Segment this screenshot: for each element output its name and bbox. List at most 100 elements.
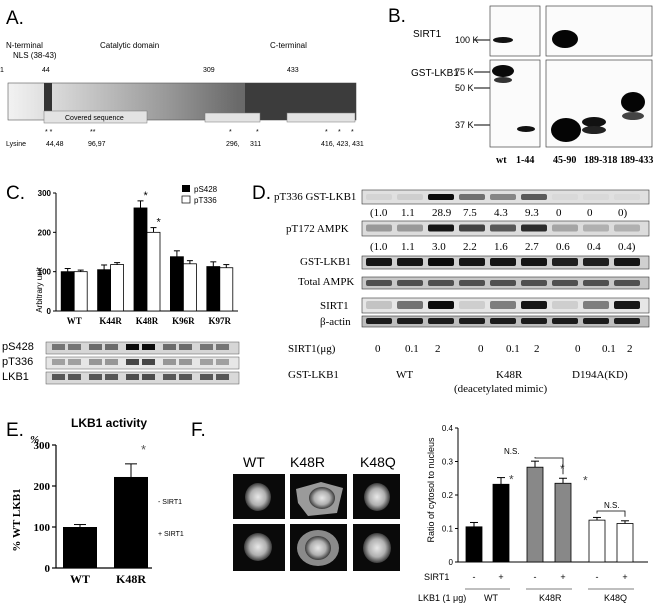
blot-band [163,359,176,365]
y-tick-label: 0.3 [442,458,454,467]
lysine-416-431: 416, 423, 431 [321,141,364,148]
covered-segment-3 [286,112,356,123]
band [621,92,645,112]
blot-band [459,224,485,232]
blot-band [614,194,640,200]
percent-sign: % [30,434,39,446]
minus-sirt1-label: - SIRT1 [158,499,182,506]
cell-nucleus [244,533,272,561]
covered-segment-2 [204,112,261,123]
blot-band [614,280,640,286]
lysine-44-48: 44,48 [46,141,64,148]
chart-f: 0 0.1 0.2 0.3 0.4 * * * [442,424,648,590]
blot-band [583,224,609,232]
blot-band [521,301,547,309]
sirt1-sign: + [560,572,565,582]
blot-band [552,301,578,309]
band [493,37,513,43]
blot-d-bands [366,194,640,324]
band [494,77,512,83]
blot-band [459,301,485,309]
blot-band [397,318,423,324]
bar [465,526,483,563]
cell-nucleus [363,533,391,563]
n-terminal-label: N-terminal [6,41,43,50]
image-label-k48r: K48R [290,454,325,470]
blot-band [126,374,139,380]
blot-band [397,280,423,286]
sirt1-doses: 0 0.1 2 0 0.1 2 0 0.1 2 [375,343,633,355]
y-tick-label: 300 [38,189,52,198]
blot-band [397,194,423,200]
blot-band [521,258,547,266]
covered-sequence-box [43,110,148,124]
lysine-311: 311 [250,141,261,148]
blot-band [179,374,192,380]
ns-bracket [596,510,626,517]
blot-band [68,359,81,365]
lysine-296: 296, [226,141,240,148]
blot-band [105,344,118,350]
quant-pt172: 3.0 [432,241,446,253]
legend-swatch-pt336 [181,195,191,204]
significance-star: * [141,442,146,457]
lkb1-row-label: LKB1 (1 μg) [418,593,466,603]
significance-star: * [583,473,588,487]
quant-pt172: 2.2 [463,241,477,253]
group-k48r: K48R [496,369,523,381]
micrographs [233,474,400,571]
quant-pt172: 0.4 [587,241,601,253]
svg-text:*: * [338,129,341,136]
bar [492,483,510,563]
legend-pt336: pT336 [194,196,217,205]
blot-band [583,318,609,324]
x-tick-label: WT [70,572,90,586]
blot-band [428,318,454,324]
lane-label: wt [496,155,507,166]
blot-b-sirt1-left [489,5,541,57]
bar-ps428 [60,271,75,312]
blot-band [89,374,102,380]
band [552,30,578,48]
y-tick-label: 200 [34,481,51,493]
blot-band [614,224,640,232]
blot-band [397,258,423,266]
catalytic-domain-label: Catalytic domain [100,41,159,50]
y-tick-label: 0.1 [442,525,454,534]
blot-band [179,344,192,350]
blot-band [163,344,176,350]
lane-label: 189-433 [620,155,653,166]
panel-c-ylabel: Arbitrary unit [35,267,44,313]
panel-c: C. Arbitrary unit 0 100 200 300 WT K44R K48R K9… [2,183,240,385]
blot-band [179,359,192,365]
blot-band [521,280,547,286]
group-k48r-label: K48R [539,593,562,603]
significance-star: * [509,473,514,487]
sirt1-dose: 2 [435,343,441,355]
panel-a: A. N-terminal NLS (38-43) Catalytic doma… [0,8,364,148]
significance-star: * [144,190,149,202]
sirt1-dose: 0 [478,343,484,355]
blot-band [583,301,609,309]
quant-pt172: 0.6 [556,241,570,253]
blot-c-label: pT336 [2,356,33,368]
lysine-96-97: 96,97 [88,141,106,148]
blot-band [52,359,65,365]
blot-d-row-label: pT172 AMPK [286,223,349,235]
panel-f-ylabel: Ratio of cytosol to nucleus [426,437,436,543]
blot-band [89,359,102,365]
blot-band [552,224,578,232]
group-kd: D194A(KD) [572,369,628,381]
sirt1-row-label: SIRT1 [424,572,449,582]
significance-star: * [560,462,565,476]
quant-pt172: 2.7 [525,241,539,253]
sirt1-sign: - [534,572,537,582]
blot-band [105,374,118,380]
blot-band [521,194,547,200]
blot-band [126,344,139,350]
blot-d-pt336 [361,189,650,205]
group-wt: WT [396,369,413,381]
quant-pt336: 9.3 [525,207,539,219]
image-label-k48q: K48Q [360,454,396,470]
panel-e-title: LKB1 activity [71,416,147,430]
